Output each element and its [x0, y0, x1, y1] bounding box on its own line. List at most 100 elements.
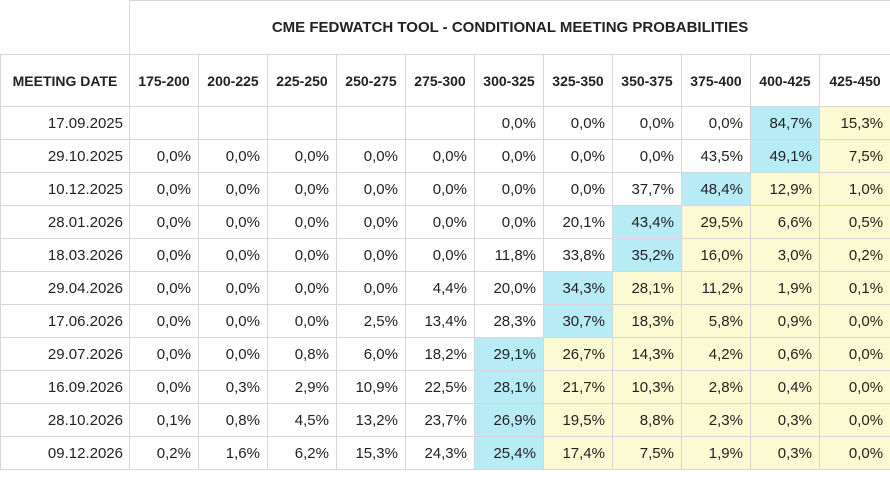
probability-cell: 24,3%	[405, 436, 475, 470]
probability-cell: 15,3%	[336, 436, 406, 470]
probability-cell: 0,0%	[129, 205, 199, 239]
probability-cell: 2,3%	[681, 403, 751, 437]
meeting-date-cell: 29.07.2026	[0, 337, 130, 371]
probability-cell: 2,5%	[336, 304, 406, 338]
probability-cell: 1,0%	[818, 172, 890, 206]
probability-cell: 0,0%	[474, 139, 544, 173]
probability-cell: 10,9%	[336, 370, 406, 404]
range-header: 375-400	[681, 54, 751, 107]
probability-cell: 1,6%	[198, 436, 268, 470]
probability-cell: 1,9%	[750, 271, 820, 305]
meeting-date-cell: 17.06.2026	[0, 304, 130, 338]
probability-cell: 0,8%	[267, 337, 337, 371]
probability-cell: 0,0%	[336, 238, 406, 272]
probability-cell: 0,0%	[612, 106, 682, 140]
probability-cell: 0,0%	[543, 106, 613, 140]
probability-cell: 28,1%	[612, 271, 682, 305]
range-header: 250-275	[336, 54, 406, 107]
fedwatch-table: CME FEDWATCH TOOL - CONDITIONAL MEETING …	[0, 0, 890, 470]
probability-cell: 0,0%	[543, 172, 613, 206]
range-header: 200-225	[198, 54, 268, 107]
probability-cell: 0,0%	[474, 205, 544, 239]
probability-cell: 0,0%	[336, 205, 406, 239]
probability-cell: 5,8%	[681, 304, 751, 338]
probability-cell: 0,0%	[198, 238, 268, 272]
probability-cell: 7,5%	[612, 436, 682, 470]
probability-cell: 0,0%	[405, 139, 475, 173]
probability-cell: 16,0%	[681, 238, 751, 272]
probability-cell: 30,7%	[543, 304, 613, 338]
probability-cell: 0,1%	[818, 271, 890, 305]
probability-cell: 34,3%	[543, 271, 613, 305]
probability-cell: 0,0%	[129, 172, 199, 206]
probability-cell: 21,7%	[543, 370, 613, 404]
probability-cell: 0,0%	[818, 403, 890, 437]
probability-cell: 0,6%	[750, 337, 820, 371]
probability-cell: 0,8%	[198, 403, 268, 437]
table-row: 17.06.2026 0,0% 0,0% 0,0% 2,5% 13,4% 28,3% 30,7…	[0, 304, 890, 338]
probability-cell: 0,0%	[267, 205, 337, 239]
table-row: 29.04.2026 0,0% 0,0% 0,0% 0,0% 4,4% 20,0% 34,3%…	[0, 271, 890, 305]
probability-cell	[198, 106, 268, 140]
probability-cell: 0,1%	[129, 403, 199, 437]
meeting-date-cell: 28.10.2026	[0, 403, 130, 437]
probability-cell: 28,3%	[474, 304, 544, 338]
probability-cell: 0,0%	[198, 205, 268, 239]
probability-cell: 14,3%	[612, 337, 682, 371]
probability-cell: 0,0%	[818, 436, 890, 470]
probability-cell: 6,2%	[267, 436, 337, 470]
probability-cell: 6,6%	[750, 205, 820, 239]
probability-cell: 49,1%	[750, 139, 820, 173]
probability-cell: 33,8%	[543, 238, 613, 272]
meeting-date-cell: 18.03.2026	[0, 238, 130, 272]
probability-cell: 0,0%	[267, 139, 337, 173]
probability-cell: 20,0%	[474, 271, 544, 305]
meeting-date-cell: 10.12.2025	[0, 172, 130, 206]
probability-cell: 0,0%	[267, 304, 337, 338]
probability-cell: 0,0%	[474, 172, 544, 206]
probability-cell: 35,2%	[612, 238, 682, 272]
probability-cell: 0,0%	[129, 337, 199, 371]
range-header: 175-200	[129, 54, 199, 107]
probability-cell: 0,0%	[474, 106, 544, 140]
probability-cell: 0,3%	[750, 436, 820, 470]
probability-cell: 0,0%	[198, 139, 268, 173]
probability-cell: 3,0%	[750, 238, 820, 272]
corner-cell	[0, 0, 130, 55]
table-title: CME FEDWATCH TOOL - CONDITIONAL MEETING …	[128, 0, 890, 55]
probability-cell: 0,0%	[405, 238, 475, 272]
range-header: 350-375	[612, 54, 682, 107]
probability-cell: 0,2%	[818, 238, 890, 272]
probability-cell: 0,0%	[198, 304, 268, 338]
probability-cell: 22,5%	[405, 370, 475, 404]
header-row: MEETING DATE 175-200 200-225 225-250 250-27…	[0, 54, 890, 107]
probability-cell: 13,2%	[336, 403, 406, 437]
probability-cell: 0,2%	[129, 436, 199, 470]
meeting-date-cell: 29.04.2026	[0, 271, 130, 305]
probability-cell: 0,0%	[129, 139, 199, 173]
probability-cell: 12,9%	[750, 172, 820, 206]
probability-cell: 2,9%	[267, 370, 337, 404]
meeting-date-cell: 16.09.2026	[0, 370, 130, 404]
probability-cell: 4,2%	[681, 337, 751, 371]
probability-cell: 0,0%	[336, 139, 406, 173]
probability-cell	[336, 106, 406, 140]
probability-cell: 0,0%	[129, 304, 199, 338]
probability-cell: 2,8%	[681, 370, 751, 404]
probability-cell: 26,7%	[543, 337, 613, 371]
probability-cell: 0,0%	[681, 106, 751, 140]
probability-cell: 11,8%	[474, 238, 544, 272]
probability-cell: 13,4%	[405, 304, 475, 338]
range-header: 400-425	[750, 54, 820, 107]
probability-cell: 0,0%	[405, 172, 475, 206]
probability-cell: 0,3%	[750, 403, 820, 437]
range-header: 325-350	[543, 54, 613, 107]
probability-cell: 0,0%	[198, 271, 268, 305]
probability-cell	[267, 106, 337, 140]
table-row: 16.09.2026 0,0% 0,3% 2,9% 10,9% 22,5% 28,1% 21,…	[0, 370, 890, 404]
probability-cell: 6,0%	[336, 337, 406, 371]
probability-cell: 7,5%	[818, 139, 890, 173]
probability-cell: 0,3%	[198, 370, 268, 404]
probability-cell: 48,4%	[681, 172, 751, 206]
probability-cell: 26,9%	[474, 403, 544, 437]
